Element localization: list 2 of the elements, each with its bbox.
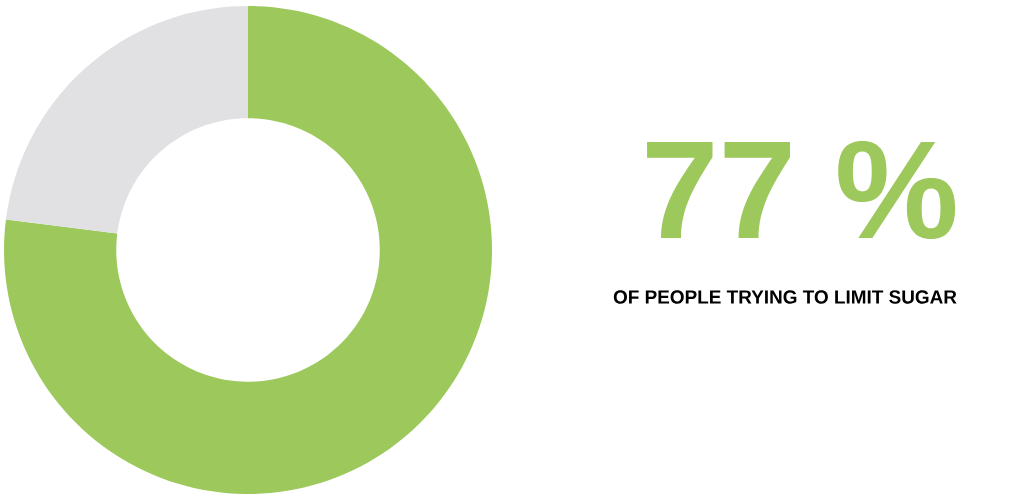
text: OF PEOPLE TRYING TO LIMIT SUGAR [613,290,957,304]
text: 77 % [647,140,956,240]
